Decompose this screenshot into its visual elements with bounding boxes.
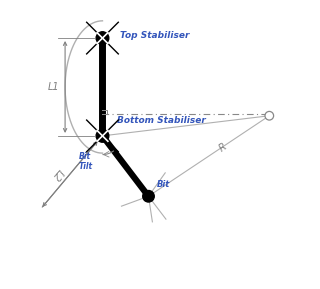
Text: Bit: Bit [157,180,170,189]
Circle shape [96,32,109,45]
Text: Bit
Tilt: Bit Tilt [78,152,92,171]
Text: L1: L1 [48,82,60,92]
Text: R: R [218,141,229,153]
Text: L2: L2 [50,166,65,182]
Text: Top Stabiliser: Top Stabiliser [120,31,189,40]
Circle shape [96,129,109,142]
Text: Bottom Stabiliser: Bottom Stabiliser [117,116,206,125]
Circle shape [265,112,274,120]
Circle shape [143,190,154,202]
